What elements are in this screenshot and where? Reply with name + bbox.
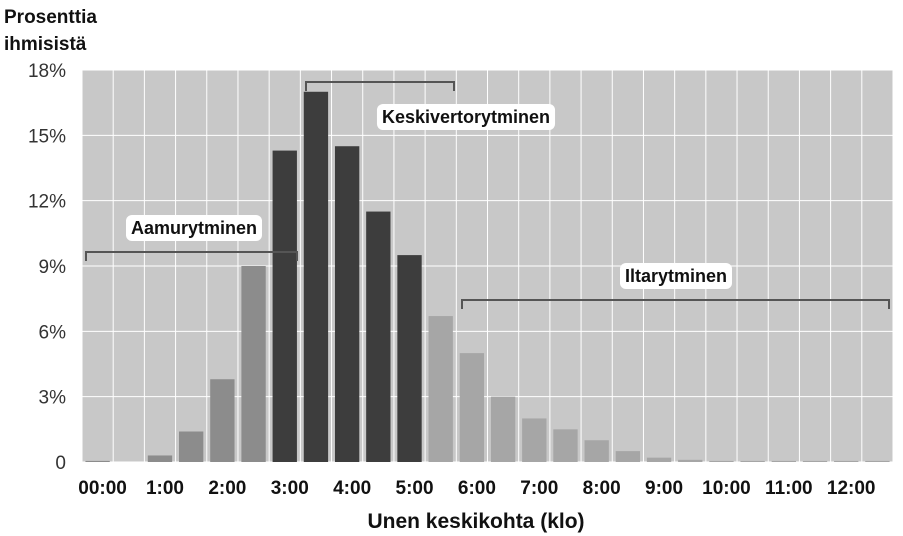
label-iltarytminen-bg [619, 263, 733, 289]
bar-130 [179, 431, 204, 462]
bar-800 [584, 440, 609, 462]
label-keskivertorytminen-box: Keskivertorytminen [376, 104, 556, 130]
bar-300 [272, 150, 297, 463]
bar-0000 [85, 460, 110, 462]
y-axis-title-line-2: ihmisistä [4, 34, 87, 55]
label-aamurytminen-bg [125, 215, 263, 241]
bar-1000 [709, 460, 734, 462]
y-ticks: 0 3% 6% 9% 12% 15% 18% [28, 61, 66, 474]
bracket-iltarytminen [461, 299, 890, 309]
bar-100 [147, 455, 173, 462]
y-tick-label: 3% [39, 388, 67, 409]
label-iltarytminen: Iltarytminen [625, 266, 727, 286]
y-tick-label: 6% [39, 322, 67, 343]
bar-200 [210, 379, 235, 462]
bar-1030 [740, 460, 765, 462]
bar-600 [459, 353, 485, 462]
bar-830 [615, 451, 641, 462]
bars [85, 91, 890, 463]
bracket-aamurytminen [85, 251, 298, 261]
x-tick-label: 3:00 [271, 478, 309, 499]
x-ticks: 00:00 1:00 2:00 3:00 4:00 5:00 6:00 7:00 8:00 9:0… [78, 478, 875, 499]
bracket-keskivertorytminen [305, 81, 455, 91]
bar-730 [553, 429, 578, 462]
y-axis-title-line-1: Prosenttia [4, 7, 97, 28]
bar-930 [678, 459, 703, 462]
bar-630 [490, 396, 516, 462]
x-tick-label: 1:00 [146, 478, 184, 499]
x-axis-title: Unen keskikohta (klo) [367, 510, 584, 533]
y-tick-label: 9% [39, 257, 67, 278]
x-tick-label: 5:00 [396, 478, 434, 499]
bar-1200 [834, 460, 859, 462]
bar-900 [646, 457, 672, 462]
label-keskivertorytminen: Keskivertorytminen [382, 107, 550, 127]
x-tick-label: 11:00 [765, 478, 813, 499]
x-tick-label: 10:00 [702, 478, 751, 499]
label-aamurytminen: Aamurytminen [131, 218, 257, 238]
bar-230 [241, 266, 266, 462]
label-keskivertorytminen-bg [376, 104, 556, 130]
x-tick-label: 12:00 [827, 478, 876, 499]
bar-330 [303, 91, 329, 463]
x-tick-label: 2:00 [208, 478, 246, 499]
bar-1100 [771, 460, 796, 462]
bar-1130 [802, 460, 828, 462]
x-tick-label: 00:00 [78, 478, 127, 499]
y-tick-label: 15% [28, 126, 66, 147]
y-tick-label: 18% [28, 61, 66, 82]
bar-430 [366, 211, 391, 462]
bar-530 [428, 316, 453, 462]
label-iltarytminen-box: Iltarytminen [619, 263, 733, 289]
label-aamurytminen-box: Aamurytminen [125, 215, 263, 241]
bar-700 [522, 418, 547, 462]
x-tick-label: 7:00 [520, 478, 558, 499]
bar-500 [397, 255, 422, 462]
x-tick-label: 9:00 [645, 478, 683, 499]
x-tick-label: 6:00 [458, 478, 496, 499]
x-tick-label: 8:00 [583, 478, 621, 499]
bar-1230 [865, 460, 890, 462]
bar-400 [334, 146, 360, 462]
y-tick-label: 0 [55, 453, 66, 474]
annotations: Aamurytminen Keskivertorytminen Iltarytmin… [85, 81, 890, 309]
y-tick-label: 12% [28, 192, 66, 213]
x-tick-label: 4:00 [333, 478, 371, 499]
